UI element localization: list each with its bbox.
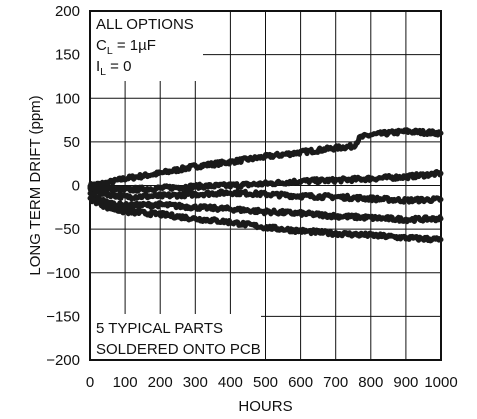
x-tick-label: 400 [218, 374, 243, 391]
series-line-4 [87, 190, 444, 225]
y-tick-label: −200 [46, 352, 80, 369]
x-tick-label: 200 [148, 374, 173, 391]
il-subscript: L [100, 66, 106, 78]
y-tick-label: −100 [46, 265, 80, 282]
y-tick-label: 0 [72, 178, 80, 195]
y-tick-label: −150 [46, 308, 80, 325]
annotation-all-options: ALL OPTIONS [96, 16, 194, 33]
annotation-bottom-background [91, 314, 261, 359]
y-tick-label: −50 [55, 221, 80, 238]
cl-symbol: C [96, 37, 107, 54]
y-tick-label: 50 [63, 134, 80, 151]
annotation-typical-parts: 5 TYPICAL PARTS [96, 320, 223, 337]
series-line-1 [87, 127, 444, 191]
series-line-5 [87, 194, 444, 244]
x-tick-label: 100 [113, 374, 138, 391]
il-symbol: I [96, 58, 100, 75]
series-line-2 [87, 169, 444, 194]
y-tick-labels: 200 150 100 50 0 −50 −100 −150 −200 [46, 3, 80, 369]
y-tick-label: 200 [55, 3, 80, 20]
series-group [87, 127, 444, 244]
x-tick-label: 900 [393, 374, 418, 391]
series-line-3 [87, 185, 444, 205]
x-tick-label: 600 [288, 374, 313, 391]
cl-value: = 1µF [113, 37, 156, 54]
x-tick-labels: 0 100 200 300 400 500 600 700 800 900 1000 [86, 374, 458, 391]
annotation-load-current: IL = 0 [96, 58, 131, 78]
x-tick-label: 300 [183, 374, 208, 391]
il-value: = 0 [106, 58, 131, 75]
x-tick-label: 1000 [424, 374, 457, 391]
x-axis-label: HOURS [238, 398, 292, 415]
x-tick-label: 500 [253, 374, 278, 391]
cl-subscript: L [107, 45, 113, 57]
annotation-top-background [91, 12, 203, 81]
x-tick-label: 800 [358, 374, 383, 391]
y-tick-label: 150 [55, 47, 80, 64]
y-axis-label: LONG TERM DRIFT (ppm) [27, 95, 44, 275]
y-tick-label: 100 [55, 90, 80, 107]
x-tick-label: 0 [86, 374, 94, 391]
annotation-load-capacitance: CL = 1µF [96, 37, 156, 57]
x-tick-label: 700 [323, 374, 348, 391]
annotation-soldered-pcb: SOLDERED ONTO PCB [96, 341, 261, 358]
